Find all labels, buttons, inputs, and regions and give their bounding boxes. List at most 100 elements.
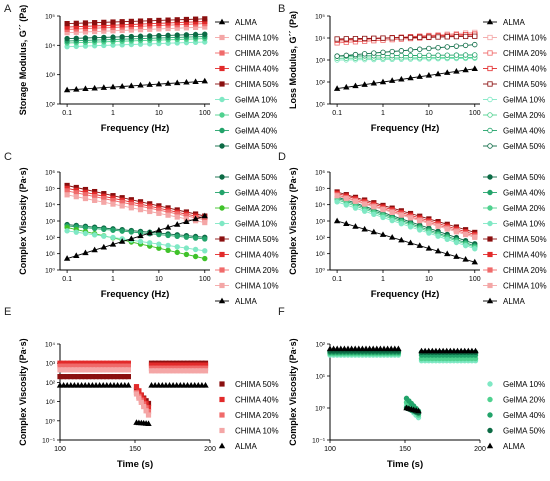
panel-label: E <box>4 306 11 318</box>
series-line <box>336 192 475 235</box>
data-point <box>352 82 359 89</box>
data-point <box>67 381 74 388</box>
data-point <box>173 381 180 388</box>
data-point <box>187 381 195 388</box>
legend-marker <box>219 220 225 227</box>
y-tick-label: 10² <box>46 380 56 387</box>
data-point <box>371 35 377 41</box>
data-point <box>453 67 460 74</box>
x-tick-label: 1 <box>381 110 385 117</box>
legend-label: CHIMA 40% <box>235 251 279 260</box>
data-point <box>472 347 479 354</box>
legend-marker <box>487 50 493 56</box>
legend-marker <box>218 442 226 449</box>
legend-label: GelMA 50% <box>235 173 277 182</box>
legend-marker <box>219 81 225 87</box>
series-line <box>67 41 205 48</box>
legend-marker <box>487 396 493 403</box>
series-line <box>67 21 205 28</box>
data-point <box>174 249 180 256</box>
y-tick-label: 10⁰ <box>45 268 55 275</box>
data-point <box>202 255 208 262</box>
data-point <box>121 381 128 388</box>
panel-label: C <box>4 151 12 163</box>
legend-label: GelMA 10% <box>503 96 545 105</box>
data-point <box>202 16 208 22</box>
data-point <box>333 85 341 91</box>
data-point <box>407 215 414 221</box>
series-line <box>337 44 475 57</box>
legend-marker <box>219 427 225 434</box>
data-point <box>110 34 116 40</box>
data-point <box>177 381 184 388</box>
data-point <box>453 34 460 40</box>
legend-label: GelMA 10% <box>235 220 277 229</box>
series-chima-10- <box>57 367 209 418</box>
data-point <box>91 232 98 238</box>
data-point <box>425 347 432 354</box>
data-point <box>435 223 441 229</box>
legend-label: GelMA 40% <box>235 189 277 198</box>
chart-panel-d: D 10⁰ 10¹ 10² 10³ 10⁴ 10⁵ 10⁶ 0.1 1 10 100 Frequency… <box>278 151 547 306</box>
data-point <box>125 381 132 388</box>
legend-marker <box>487 427 493 434</box>
data-point <box>352 36 359 42</box>
y-tick-label: 10² <box>46 235 56 242</box>
legend-label: GelMA 40% <box>235 127 277 136</box>
data-point <box>334 199 340 205</box>
legend-label: GelMA 40% <box>503 189 545 198</box>
data-point <box>191 381 198 388</box>
data-point <box>202 31 208 37</box>
data-point <box>133 384 140 390</box>
series-line <box>67 190 205 221</box>
data-point <box>421 347 429 354</box>
data-point <box>361 81 368 87</box>
legend-label: CHIMA 10% <box>503 282 547 291</box>
y-tick-label: 10² <box>316 342 326 349</box>
data-point <box>110 234 116 241</box>
series-line <box>67 185 205 217</box>
legend-label: GelMA 10% <box>235 96 277 105</box>
series-line <box>67 80 205 91</box>
data-point <box>366 345 373 352</box>
data-point <box>73 20 79 26</box>
data-point <box>461 347 468 354</box>
data-point <box>100 381 107 388</box>
data-point <box>352 51 359 58</box>
data-point <box>169 381 177 388</box>
legend-marker <box>218 297 226 304</box>
data-point <box>426 220 432 227</box>
data-point <box>137 207 144 213</box>
data-point <box>137 238 144 245</box>
data-point <box>444 250 451 257</box>
data-point <box>389 209 395 216</box>
series-line <box>67 224 205 238</box>
data-point <box>429 347 436 354</box>
data-point <box>133 391 140 397</box>
y-tick-label: 10² <box>46 102 56 109</box>
series-line <box>337 54 475 57</box>
data-point <box>202 248 208 254</box>
data-point <box>192 253 199 260</box>
y-tick-label: 10³ <box>46 361 56 368</box>
data-point <box>82 35 89 41</box>
data-point <box>407 34 414 41</box>
data-point <box>450 347 458 354</box>
data-point <box>398 35 404 41</box>
data-point <box>92 20 98 26</box>
data-point <box>472 41 478 48</box>
y-tick-label: 10⁰ <box>45 418 55 425</box>
data-point <box>344 345 352 352</box>
data-point <box>136 395 142 401</box>
legend-label: GelMA 20% <box>235 204 277 213</box>
data-point <box>143 408 149 414</box>
data-point <box>184 381 191 388</box>
data-point <box>114 381 121 388</box>
data-point <box>183 16 190 23</box>
data-point <box>128 235 135 241</box>
series-line <box>67 187 205 219</box>
data-point <box>388 77 396 83</box>
series-line <box>66 227 205 260</box>
x-tick-label: 0.1 <box>62 110 72 117</box>
legend-marker <box>219 127 225 134</box>
